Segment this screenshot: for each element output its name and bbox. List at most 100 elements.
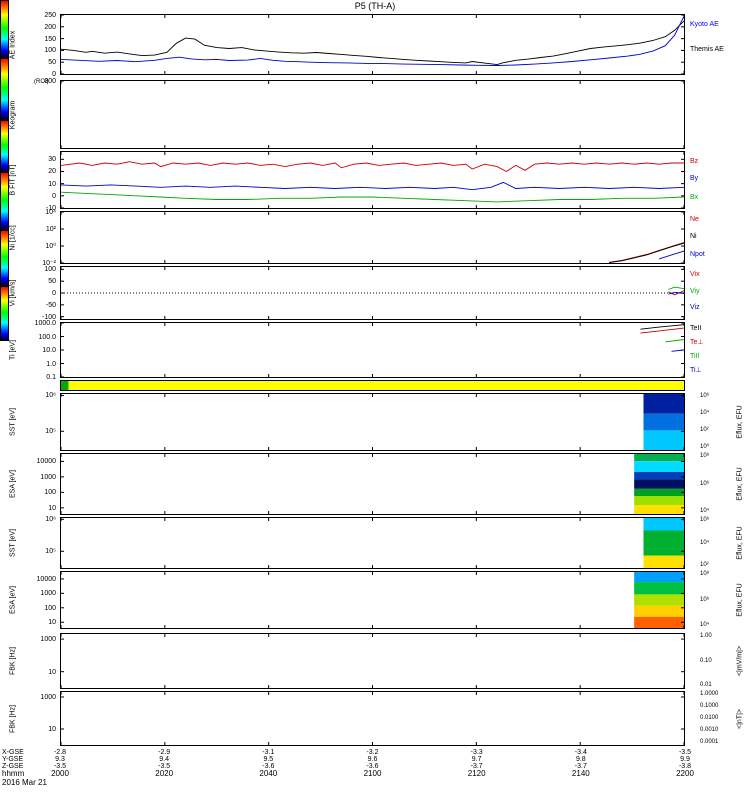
y-tick-label: 10⁰ <box>45 243 56 250</box>
y-tick-label: 1000 <box>40 473 56 481</box>
right-label-Kyoto AE: Kyoto AE <box>690 21 719 29</box>
colorbar-tick-label: 0.0100 <box>700 715 719 721</box>
spectrogram-cell <box>634 488 684 496</box>
y-tick-label: 0 <box>52 290 56 297</box>
series-TeII <box>640 324 684 330</box>
panel-canvas-n <box>61 212 684 263</box>
y-tick-label: 1.0 <box>46 360 56 368</box>
colorbar-tick-label: 0.10 <box>700 657 712 664</box>
axis-row-value: 9.5 <box>263 756 274 763</box>
panel-ae-index <box>60 14 685 75</box>
spectrogram-cell <box>61 381 69 390</box>
axis-row-value: -2.8 <box>53 749 67 756</box>
panel-canvas-esai <box>61 572 684 628</box>
panel-esa-electrons <box>60 453 685 515</box>
spectrogram-cell <box>634 454 684 462</box>
axis-row-value: -3.5 <box>53 763 67 770</box>
y-tick-label: 10000 <box>36 458 56 466</box>
y-tick-label: 10 <box>48 619 56 627</box>
spectrogram-cell <box>643 394 684 414</box>
panel-canvas-ae <box>61 15 684 74</box>
right-label-Viz: Viz <box>690 303 700 311</box>
y-tick-label: 200 <box>44 23 56 31</box>
axis-row-name-hhmm: hhmm <box>2 769 25 778</box>
spectrogram-cell <box>68 381 684 390</box>
axis-row-value: 9.3 <box>55 756 65 763</box>
spectrogram-cell <box>634 505 684 514</box>
axis-row-value: -3.1 <box>262 749 275 756</box>
colorbar-tick-label: 10⁰ <box>700 444 710 450</box>
y-tick-label: 300 <box>44 78 56 85</box>
series-TiII <box>665 339 684 343</box>
axis-row-value: 2000 <box>51 769 69 778</box>
series-Bx <box>61 191 684 203</box>
y-tick-label: 10² <box>45 226 56 233</box>
y-tick-label: 1000 <box>40 636 56 644</box>
axis-row-value: -3.5 <box>158 763 171 770</box>
y-tick-label: 10.0 <box>42 347 56 354</box>
axis-row-value: 2020 <box>155 769 174 778</box>
series-Kyoto AE <box>61 16 684 66</box>
left-axis-label-n: Ni [1/cc] <box>9 224 17 251</box>
right-label-Bx: Bx <box>690 193 699 201</box>
series-By <box>61 181 684 191</box>
y-tick-label: 100 <box>44 489 56 497</box>
spectrogram-cell <box>634 582 684 595</box>
colorbar-tick-label: 10⁴ <box>700 508 710 514</box>
panel-bfit <box>60 151 685 209</box>
series-Themis AE <box>61 20 684 66</box>
colorbar-tick-label: 10⁶ <box>700 393 710 399</box>
axis-row-value: 9.9 <box>680 756 690 763</box>
colorbar-tick-label: 10⁴ <box>700 539 710 546</box>
axis-row-name-X-GSE: X-GSE <box>2 749 24 756</box>
colorbar-tick-label: 10⁸ <box>700 571 710 577</box>
panel-fbk-b <box>60 691 685 746</box>
colorbar-tick-label: 0.01 <box>700 682 712 688</box>
corner-label-keo: (ROI) <box>34 79 49 85</box>
panel-canvas-v <box>61 267 684 319</box>
series-Ni <box>609 242 684 263</box>
plot-title: P5 (TH-A) <box>354 1 396 11</box>
series-Bz <box>61 161 684 173</box>
colorbar-tick-label: 0.0001 <box>700 739 719 745</box>
y-tick-label: 0 <box>52 192 56 200</box>
y-tick-label: 10⁶ <box>45 392 56 400</box>
panel-keogram <box>60 80 685 149</box>
axis-row-value: 2140 <box>571 769 590 778</box>
axis-row-value: 2120 <box>467 769 486 778</box>
y-tick-label: 10000 <box>36 575 56 583</box>
colorbar-tick-label: 10⁶ <box>700 480 710 487</box>
axis-row-value: 2200 <box>676 769 694 778</box>
axis-row-value: -3.8 <box>678 763 692 770</box>
colorbar-sste <box>0 0 9 58</box>
y-tick-label: -10 <box>45 205 56 212</box>
colorbar-tick-label: 1.0000 <box>700 691 719 697</box>
colorbar-tick-label: 10⁸ <box>700 453 710 459</box>
spectrogram-cell <box>643 555 684 568</box>
axis-row-value: -2.9 <box>158 749 171 756</box>
colorbar-tick-label: 0.1000 <box>700 703 719 709</box>
panel-esa-ions <box>60 571 685 629</box>
panel-canvas-fbke <box>61 634 684 688</box>
panel-velocity <box>60 266 685 320</box>
panel-canvas-fbkb <box>61 692 684 745</box>
right-label-Ti⊥: Ti⊥ <box>690 366 702 374</box>
right-label-TeII: TeII <box>690 325 702 333</box>
left-axis-label-v: Vi [km/s] <box>9 279 17 307</box>
axis-row-value: -3.5 <box>678 749 692 756</box>
right-label-Bz: Bz <box>690 157 699 165</box>
y-tick-label: 10 <box>48 504 56 512</box>
axis-row-value: -3.3 <box>470 749 483 756</box>
y-tick-label: 10 <box>48 180 56 188</box>
y-tick-label: 100 <box>44 47 56 55</box>
panel-canvas-ssti <box>61 518 684 568</box>
left-axis-label-ae: AE Index <box>9 30 17 59</box>
panel-canvas-sste <box>61 394 684 450</box>
axis-row-name-Z-GSE: Z-GSE <box>2 763 24 770</box>
left-axis-label-keo: Keogram <box>9 100 17 129</box>
right-label-Ne: Ne <box>690 216 699 224</box>
left-axis-label-ssti: SST [eV] <box>9 529 17 557</box>
left-axis-label-fbkb: FBK [Hz] <box>9 704 17 733</box>
axis-row-value: 9.6 <box>367 756 378 763</box>
